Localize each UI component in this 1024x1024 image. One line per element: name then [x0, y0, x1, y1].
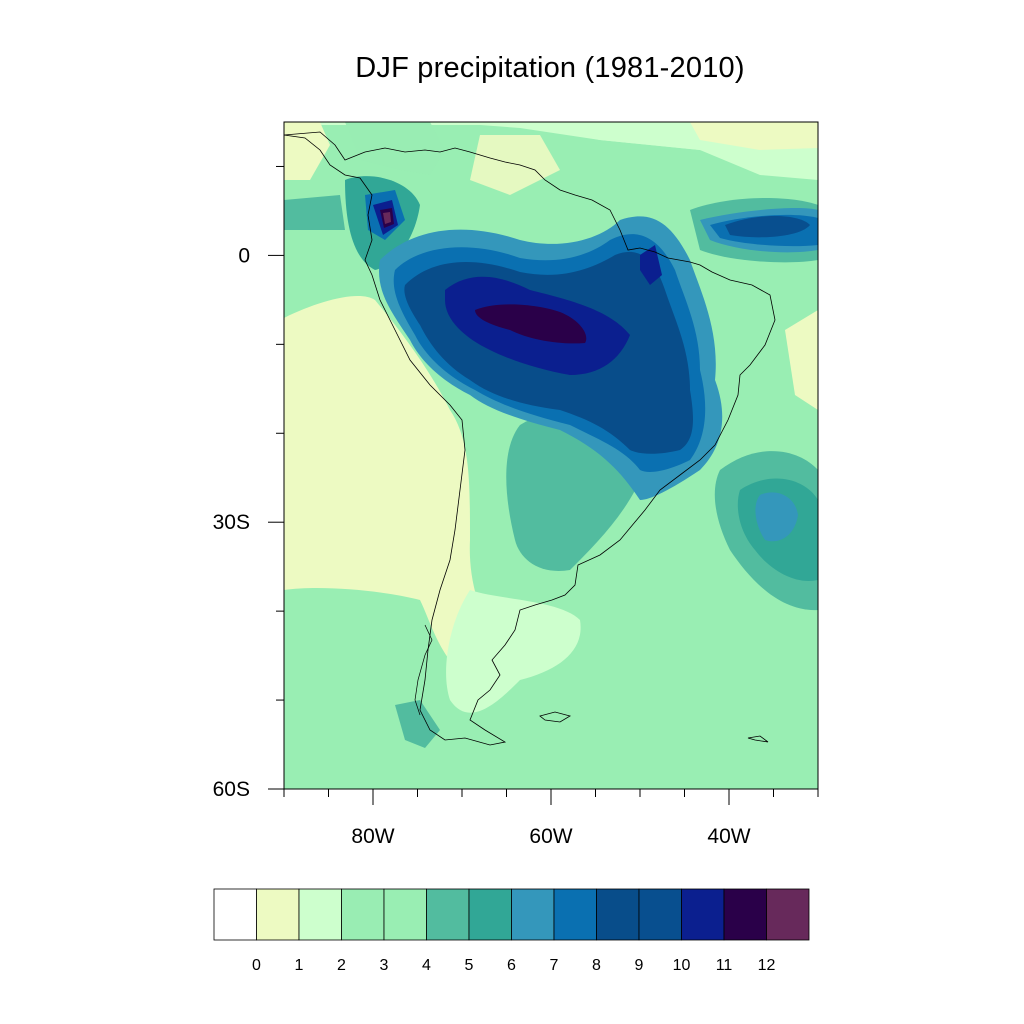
colorbar-swatch	[511, 888, 555, 941]
colorbar-label: 9	[635, 957, 644, 974]
axis-ticks	[268, 165, 819, 805]
colorbar-label: 1	[295, 957, 304, 974]
colorbar-label: 3	[380, 957, 389, 974]
y-tick-label: 0	[238, 244, 250, 267]
colorbar-swatch	[638, 888, 682, 941]
colorbar: 0 1 2 3 4 5 6 7 8 9 10 11 12	[213, 888, 810, 974]
colorbar-swatch	[468, 888, 512, 941]
colorbar-label: 4	[422, 957, 431, 974]
y-tick-label: 30S	[213, 511, 250, 534]
x-tick-label: 40W	[707, 825, 750, 848]
colorbar-label: 2	[337, 957, 346, 974]
axis-tick-labels: 0 30S 60S 80W 60W 40W	[213, 244, 751, 848]
colorbar-swatch	[723, 888, 767, 941]
x-tick-label: 60W	[529, 825, 572, 848]
colorbar-swatch	[681, 888, 725, 941]
colorbar-swatch	[298, 888, 342, 941]
colorbar-label: 0	[252, 957, 261, 974]
colorbar-swatch	[553, 888, 597, 941]
colorbar-swatch	[256, 888, 300, 941]
colorbar-label: 10	[673, 957, 691, 974]
x-tick-label: 80W	[351, 825, 394, 848]
precipitation-field	[284, 122, 818, 789]
y-tick-label: 60S	[213, 778, 250, 801]
map-title: DJF precipitation (1981-2010)	[355, 52, 745, 84]
colorbar-swatch	[596, 888, 640, 941]
colorbar-label: 8	[592, 957, 601, 974]
colorbar-swatch	[341, 888, 385, 941]
colorbar-label: 7	[550, 957, 559, 974]
colorbar-label: 11	[716, 957, 733, 974]
colorbar-swatch	[766, 888, 810, 941]
colorbar-swatch	[383, 888, 427, 941]
colorbar-swatch	[213, 888, 257, 941]
colorbar-swatch	[426, 888, 470, 941]
colorbar-label: 5	[465, 957, 474, 974]
colorbar-label: 6	[507, 957, 516, 974]
colorbar-label: 12	[758, 957, 776, 974]
